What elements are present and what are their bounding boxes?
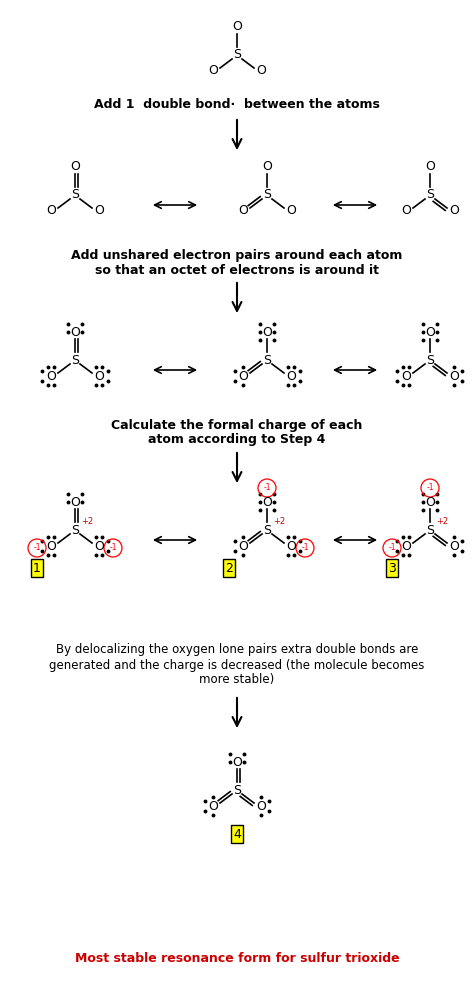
Text: O: O bbox=[46, 204, 56, 217]
Text: O: O bbox=[238, 539, 248, 553]
Text: O: O bbox=[94, 204, 104, 217]
Text: atom according to Step 4: atom according to Step 4 bbox=[148, 433, 326, 447]
Text: O: O bbox=[70, 496, 80, 508]
Text: +2: +2 bbox=[436, 517, 448, 526]
Text: O: O bbox=[401, 370, 411, 383]
Text: 4: 4 bbox=[233, 827, 241, 840]
Text: S: S bbox=[426, 523, 434, 536]
Text: O: O bbox=[208, 64, 218, 77]
Text: O: O bbox=[208, 800, 218, 813]
Text: +2: +2 bbox=[81, 517, 93, 526]
Text: O: O bbox=[238, 204, 248, 217]
Text: S: S bbox=[426, 188, 434, 201]
Text: 1: 1 bbox=[33, 562, 41, 575]
Text: O: O bbox=[449, 204, 459, 217]
Text: O: O bbox=[425, 325, 435, 339]
Text: 3: 3 bbox=[388, 562, 396, 575]
Text: -1: -1 bbox=[109, 543, 117, 553]
Text: O: O bbox=[46, 370, 56, 383]
Text: S: S bbox=[426, 354, 434, 367]
Text: S: S bbox=[263, 188, 271, 201]
Text: O: O bbox=[425, 496, 435, 508]
Text: O: O bbox=[286, 204, 296, 217]
Text: O: O bbox=[232, 755, 242, 768]
Text: more stable): more stable) bbox=[200, 674, 274, 687]
Text: Add 1  double bond·  between the atoms: Add 1 double bond· between the atoms bbox=[94, 98, 380, 112]
Text: S: S bbox=[263, 354, 271, 367]
Text: O: O bbox=[286, 370, 296, 383]
Text: -1: -1 bbox=[263, 484, 271, 493]
Text: 2: 2 bbox=[225, 562, 233, 575]
Text: S: S bbox=[233, 49, 241, 61]
Text: O: O bbox=[425, 161, 435, 173]
Text: -1: -1 bbox=[33, 543, 41, 553]
Text: S: S bbox=[71, 354, 79, 367]
Text: O: O bbox=[70, 161, 80, 173]
Text: O: O bbox=[401, 539, 411, 553]
Text: O: O bbox=[70, 325, 80, 339]
Text: S: S bbox=[233, 784, 241, 797]
Text: Calculate the formal charge of each: Calculate the formal charge of each bbox=[111, 418, 363, 431]
Text: O: O bbox=[262, 496, 272, 508]
Text: so that an octet of electrons is around it: so that an octet of electrons is around … bbox=[95, 264, 379, 276]
Text: Most stable resonance form for sulfur trioxide: Most stable resonance form for sulfur tr… bbox=[75, 951, 399, 964]
Text: +2: +2 bbox=[273, 517, 285, 526]
Text: S: S bbox=[263, 523, 271, 536]
Text: O: O bbox=[401, 204, 411, 217]
Text: -1: -1 bbox=[301, 543, 309, 553]
Text: O: O bbox=[262, 161, 272, 173]
Text: O: O bbox=[449, 539, 459, 553]
Text: O: O bbox=[94, 539, 104, 553]
Text: O: O bbox=[449, 370, 459, 383]
Text: O: O bbox=[238, 370, 248, 383]
Text: generated and the charge is decreased (the molecule becomes: generated and the charge is decreased (t… bbox=[49, 658, 425, 672]
Text: O: O bbox=[256, 800, 266, 813]
Text: O: O bbox=[256, 64, 266, 77]
Text: -1: -1 bbox=[426, 484, 434, 493]
Text: Add unshared electron pairs around each atom: Add unshared electron pairs around each … bbox=[71, 249, 403, 262]
Text: O: O bbox=[286, 539, 296, 553]
Text: -1: -1 bbox=[388, 543, 396, 553]
Text: O: O bbox=[94, 370, 104, 383]
Text: O: O bbox=[232, 21, 242, 34]
Text: S: S bbox=[71, 523, 79, 536]
Text: O: O bbox=[46, 539, 56, 553]
Text: By delocalizing the oxygen lone pairs extra double bonds are: By delocalizing the oxygen lone pairs ex… bbox=[56, 643, 418, 656]
Text: O: O bbox=[262, 325, 272, 339]
Text: S: S bbox=[71, 188, 79, 201]
